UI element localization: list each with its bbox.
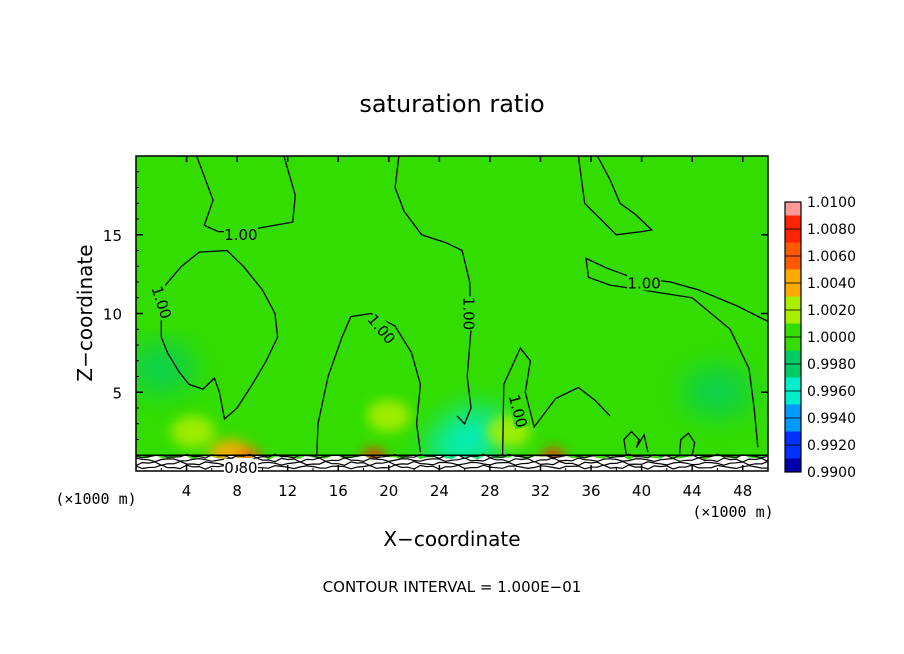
colorbar-swatch — [785, 391, 801, 405]
x-tick-label: 12 — [278, 482, 297, 500]
contour-label-bg — [223, 225, 258, 242]
colorbar-swatch — [785, 377, 801, 391]
contour-line — [160, 249, 279, 421]
contour-line — [585, 257, 768, 448]
chart-title: saturation ratio — [359, 90, 544, 118]
x-tick-label: 32 — [531, 482, 550, 500]
y-tick-label: 10 — [103, 306, 122, 324]
colorbar-swatch — [785, 296, 801, 310]
contour-line — [316, 312, 422, 456]
colorbar-label: 1.0080 — [807, 222, 856, 238]
colorbar-swatch — [785, 202, 801, 216]
y-axis-ticks: 5 10 15 — [103, 171, 768, 456]
contour-label-bg — [364, 310, 400, 347]
colorbar-label: 0.9980 — [807, 357, 856, 373]
colorbar-swatch — [785, 283, 801, 297]
colorbar-swatch — [785, 215, 801, 229]
contour-label: 1.00 — [627, 275, 660, 293]
y-axis-label: Z−coordinate — [73, 244, 97, 381]
colorbar-label: 1.0000 — [807, 330, 856, 346]
x-axis-label: X−coordinate — [383, 527, 520, 551]
hot-spot — [366, 399, 411, 432]
plot-area — [136, 156, 768, 471]
colorbar-label: 0.9900 — [807, 465, 856, 481]
x-tick-label: 8 — [232, 482, 242, 500]
cold-spot — [136, 342, 196, 395]
colorbar-swatch — [785, 242, 801, 256]
colorbar-label: 1.0020 — [807, 303, 856, 319]
x-tick-label: 40 — [632, 482, 651, 500]
x-tick-label: 28 — [480, 482, 499, 500]
surface-layer — [136, 453, 768, 471]
contour-line — [623, 430, 649, 456]
contour-line — [678, 432, 696, 456]
contour-label: 1.00 — [459, 297, 477, 330]
x-unit-left: (×1000 m) — [55, 490, 136, 508]
colorbar-swatch — [785, 364, 801, 378]
contour-label: 0.80 — [224, 459, 257, 477]
colorbar-swatch — [785, 310, 801, 324]
contour-label-bg — [223, 458, 258, 475]
colorbar-swatch — [785, 445, 801, 459]
colorbar-swatch — [785, 229, 801, 243]
contour-interval-footer: CONTOUR INTERVAL = 1.000E−01 — [323, 578, 582, 596]
hot-spot — [170, 415, 215, 448]
colorbar-swatch — [785, 256, 801, 270]
colorbar-swatch — [785, 350, 801, 364]
contour-line — [501, 346, 611, 456]
colorbar: 1.0100 1.0080 1.0060 1.0040 1.0020 1.0000 0.99… — [784, 195, 856, 481]
colorbar-swatch — [785, 404, 801, 418]
x-tick-label: 4 — [182, 482, 192, 500]
colorbar-swatch — [785, 431, 801, 445]
x-tick-label: 36 — [581, 482, 600, 500]
contour-line — [394, 156, 472, 425]
colorbar-label: 1.0060 — [807, 249, 856, 265]
cold-spot — [683, 366, 752, 419]
colorbar-label: 1.0040 — [807, 276, 856, 292]
contour-label-bg — [149, 283, 176, 321]
x-axis-ticks: 4 8 12 16 20 24 28 32 36 40 44 48 — [160, 156, 752, 500]
colorbar-swatch — [785, 337, 801, 351]
x-tick-label: 16 — [329, 482, 348, 500]
colorbar-label: 1.0100 — [807, 195, 856, 211]
x-unit-right: (×1000 m) — [692, 503, 773, 521]
x-tick-label: 44 — [683, 482, 702, 500]
y-tick-label: 5 — [112, 384, 122, 402]
colorbar-swatch — [785, 323, 801, 337]
colorbar-swatch — [785, 269, 801, 283]
colorbar-label: 0.9960 — [807, 384, 856, 400]
contour-line — [577, 156, 654, 236]
colorbar-swatch — [785, 458, 801, 472]
contour-label-bg — [627, 274, 662, 291]
contour-label-bg — [461, 296, 478, 331]
x-tick-label: 24 — [430, 482, 449, 500]
x-tick-label: 20 — [379, 482, 398, 500]
contour-label: 1.00 — [224, 226, 257, 244]
colorbar-swatch — [785, 418, 801, 432]
y-tick-label: 15 — [103, 227, 122, 245]
x-tick-label: 48 — [733, 482, 752, 500]
colorbar-label: 0.9940 — [807, 411, 856, 427]
contour-label-bg — [506, 392, 531, 430]
colorbar-label: 0.9920 — [807, 438, 856, 454]
